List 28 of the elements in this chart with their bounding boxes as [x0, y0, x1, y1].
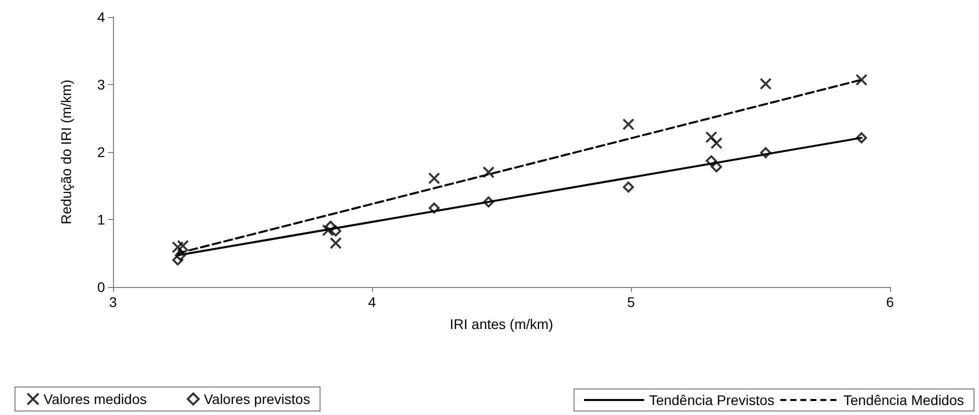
legend-label: Valores medidos	[44, 391, 147, 407]
y-tick-label: 1	[97, 212, 106, 228]
legend-label: Valores previstos	[204, 391, 310, 407]
point	[322, 224, 334, 236]
x-tick-label: 5	[627, 294, 636, 310]
y-tick-label: 0	[97, 279, 106, 295]
legend-label: Tendência Medidos	[843, 392, 964, 408]
x-tick-label: 6	[886, 294, 894, 310]
x-tick-label: 3	[109, 294, 118, 310]
y-tick-label: 4	[97, 9, 106, 25]
y-tick-label: 2	[97, 144, 106, 160]
point	[482, 166, 495, 178]
point	[710, 137, 722, 150]
point	[172, 241, 184, 254]
point	[760, 78, 772, 90]
point	[176, 240, 189, 252]
y-axis-title: Redução do IRI (m/km)	[58, 80, 74, 224]
x-tick-label: 4	[368, 294, 376, 310]
point	[428, 172, 440, 184]
point	[705, 131, 718, 144]
point	[710, 161, 722, 172]
point	[856, 74, 868, 86]
point	[622, 182, 634, 193]
legend-label: Tendência Previstos	[649, 392, 774, 408]
x-axis-title: IRI antes (m/km)	[450, 316, 554, 332]
point	[330, 237, 342, 250]
point	[622, 118, 634, 130]
y-tick-label: 3	[97, 76, 106, 92]
